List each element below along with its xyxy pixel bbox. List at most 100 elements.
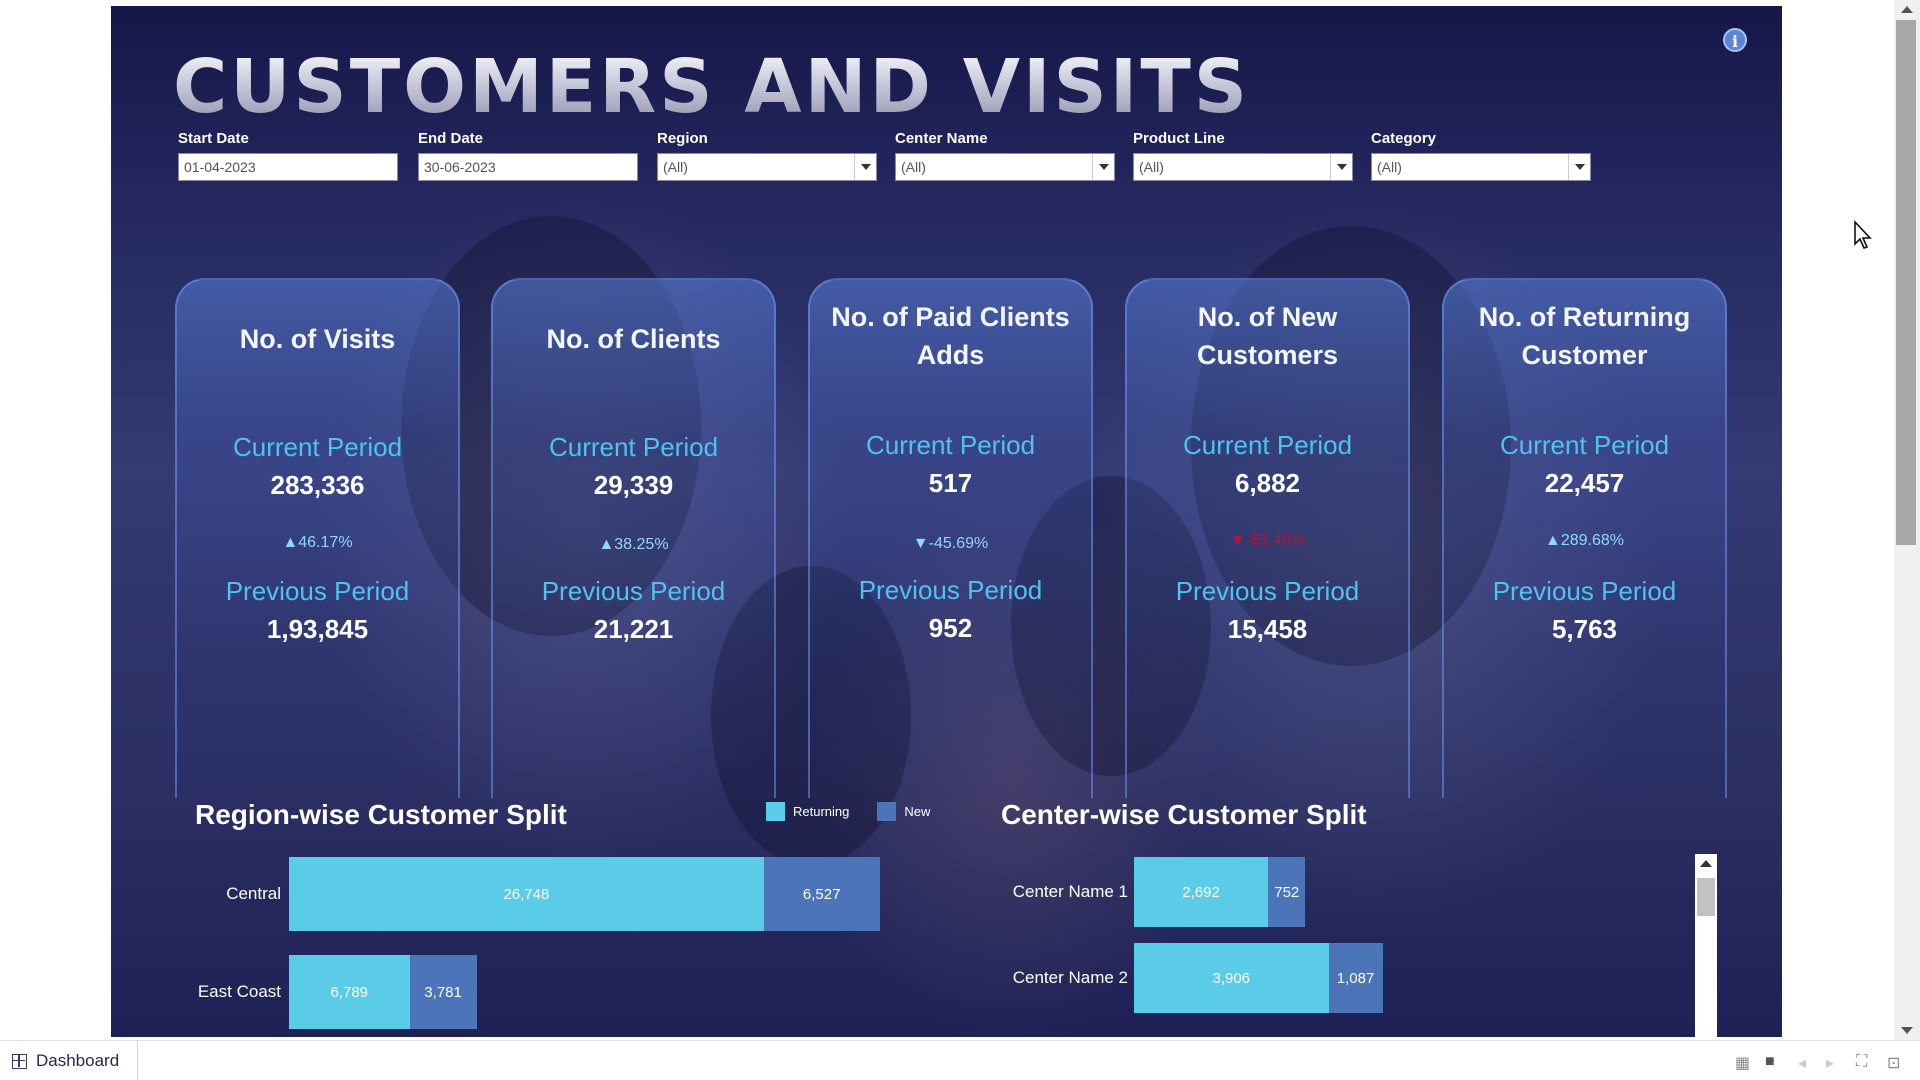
previous-period-label: Previous Period [858, 575, 1043, 605]
kpi-card-paid-clients: No. of Paid Clients Adds Current Period … [808, 278, 1093, 798]
scroll-up-icon[interactable] [1700, 860, 1712, 867]
legend-label-returning: Returning [793, 804, 850, 819]
current-period-value: 283,336 [270, 470, 365, 500]
next-icon[interactable]: ▸ [1826, 1055, 1835, 1072]
dashboard-title: CUSTOMERS AND VISITS [173, 44, 1251, 130]
category-filter: Category (All) [1371, 130, 1591, 181]
region-label: Region [657, 130, 708, 147]
chevron-down-icon[interactable] [1092, 154, 1114, 180]
product-line-select[interactable]: (All) [1133, 153, 1353, 181]
scroll-thumb[interactable] [1896, 20, 1916, 545]
data-label: 3,781 [424, 983, 462, 1001]
period-change: ▲289.68% [1545, 532, 1624, 549]
bar-returning-center-name-2[interactable]: 3,906 [1134, 943, 1329, 1013]
page-scrollbar[interactable] [1894, 0, 1920, 1040]
period-change: ▼-45.69% [912, 535, 989, 552]
data-label: 2,692 [1182, 883, 1220, 901]
start-date-filter: Start Date 01-04-2023 [178, 130, 398, 181]
info-icon[interactable]: i [1723, 28, 1747, 52]
current-period-value: 22,457 [1544, 468, 1625, 498]
bar-new-center-name-1[interactable]: 752 [1268, 857, 1306, 927]
bar-new-east-coast[interactable]: 3,781 [409, 955, 477, 1029]
end-date-filter: End Date 30-06-2023 [418, 130, 638, 181]
kpi-title: No. of Clients [546, 324, 721, 354]
region-select[interactable]: (All) [657, 153, 877, 181]
end-date-label: End Date [418, 130, 484, 147]
previous-period-value: 5,763 [1551, 614, 1618, 644]
legend-swatch-new [877, 802, 897, 821]
product-line-label: Product Line [1133, 130, 1225, 147]
center-name-filter: Center Name (All) [895, 130, 1115, 181]
previous-period-label: Previous Period [541, 576, 726, 606]
bar-returning-east-coast[interactable]: 6,789 [289, 955, 410, 1029]
kpi-title: No. of New Customers [1196, 302, 1339, 370]
previous-period-value: 1,93,845 [266, 614, 369, 644]
current-period-label: Current Period [1499, 430, 1670, 460]
sheet-tab-dashboard[interactable]: Dashboard [0, 1041, 138, 1080]
chevron-down-icon[interactable] [1330, 154, 1352, 180]
data-label: 26,748 [503, 885, 550, 903]
region-chart-title: Region-wise Customer Split [195, 799, 567, 830]
kpi-card-clients: No. of Clients Current Period 29,339 ▲38… [491, 278, 776, 798]
bar-returning-central[interactable]: 26,748 [289, 857, 764, 931]
bottom-toolbar: Dashboard ▦ ■ ◂ ▸ ⛶ ⊡ [0, 1040, 1920, 1080]
data-label: 6,527 [802, 885, 841, 903]
mouse-cursor-icon [1854, 220, 1872, 249]
current-period-value: 517 [928, 468, 973, 498]
start-date-label: Start Date [178, 130, 249, 147]
dashboard-canvas: CUSTOMERS AND VISITS i Start Date 01-04-… [111, 6, 1782, 1037]
dashboard-grid-icon [12, 1053, 27, 1069]
y-axis-label: East Coast [197, 982, 281, 1001]
scroll-down-icon[interactable] [1901, 1027, 1913, 1034]
scroll-thumb[interactable] [1697, 878, 1715, 916]
slide-view-icon[interactable]: ■ [1765, 1053, 1775, 1070]
y-axis-label: Central [226, 884, 281, 903]
center-name-select-value: (All) [901, 159, 926, 175]
fullscreen-icon[interactable]: ⛶ [1856, 1053, 1868, 1070]
category-select-value: (All) [1377, 159, 1402, 175]
kpi-card-new-customers: No. of New Customers Current Period 6,88… [1125, 278, 1410, 798]
region-filter: Region (All) [657, 130, 877, 181]
present-icon[interactable]: ⊡ [1887, 1055, 1901, 1072]
previous-period-label: Previous Period [1175, 576, 1360, 606]
chart-scrollbar[interactable] [1695, 854, 1717, 1037]
previous-period-value: 952 [928, 613, 973, 643]
current-period-label: Current Period [232, 432, 403, 462]
period-change: ▲38.25% [598, 536, 669, 553]
current-period-label: Current Period [548, 432, 719, 462]
chevron-down-icon[interactable] [1568, 154, 1590, 180]
kpi-title: No. of Paid Clients Adds [831, 302, 1070, 370]
center-chart-title: Center-wise Customer Split [1001, 799, 1367, 830]
prev-icon[interactable]: ◂ [1798, 1055, 1807, 1072]
current-period-label: Current Period [1182, 430, 1353, 460]
bar-new-center-name-2[interactable]: 1,087 [1328, 943, 1383, 1013]
center-name-label: Center Name [895, 130, 988, 147]
category-select[interactable]: (All) [1371, 153, 1591, 181]
period-change: ▲46.17% [282, 534, 353, 551]
period-change: ▼-55.48% [1229, 532, 1306, 549]
legend-swatch-returning [766, 802, 785, 821]
region-select-value: (All) [663, 159, 688, 175]
data-label: 1,087 [1336, 969, 1375, 987]
bar-new-central[interactable]: 6,527 [763, 857, 880, 931]
previous-period-value: 21,221 [593, 614, 674, 644]
scroll-up-icon[interactable] [1901, 6, 1913, 13]
category-label: Category [1371, 130, 1437, 147]
start-date-input[interactable]: 01-04-2023 [178, 153, 398, 181]
center-name-select[interactable]: (All) [895, 153, 1115, 181]
grid-view-icon[interactable]: ▦ [1735, 1055, 1751, 1072]
chevron-down-icon[interactable] [854, 154, 876, 180]
bar-returning-center-name-1[interactable]: 2,692 [1134, 857, 1269, 927]
current-period-value: 29,339 [593, 470, 674, 500]
kpi-card-visits: No. of Visits Current Period 283,336 ▲46… [175, 278, 460, 798]
previous-period-value: 15,458 [1227, 614, 1308, 644]
product-line-select-value: (All) [1139, 159, 1164, 175]
previous-period-label: Previous Period [1492, 576, 1677, 606]
data-label: 752 [1274, 883, 1300, 901]
kpi-card-returning-customers: No. of Returning Customer Current Period… [1442, 278, 1727, 798]
sheet-tab-label: Dashboard [36, 1051, 120, 1070]
y-axis-label: Center Name 2 [1012, 968, 1128, 987]
end-date-input[interactable]: 30-06-2023 [418, 153, 638, 181]
previous-period-label: Previous Period [225, 576, 410, 606]
